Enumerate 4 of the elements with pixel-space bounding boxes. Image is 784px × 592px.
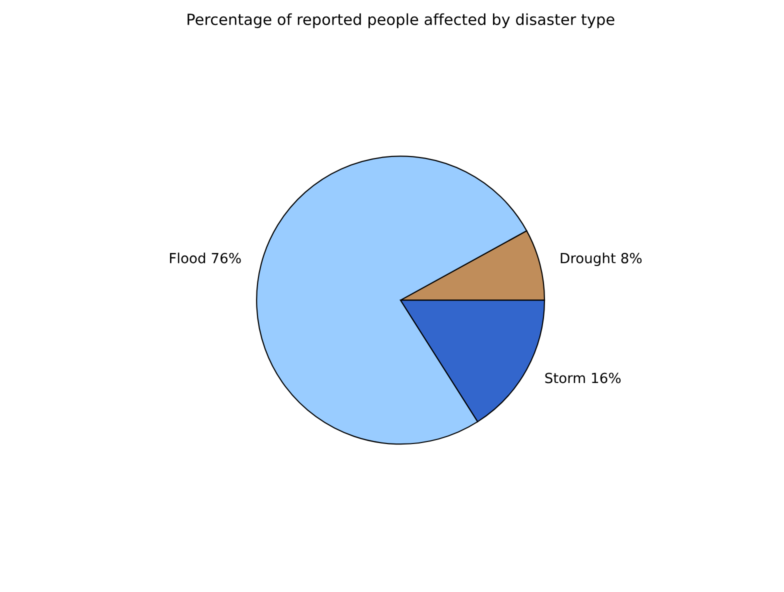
slice-label: Storm 16% <box>545 372 621 384</box>
slice-label: Flood 76% <box>170 252 241 264</box>
chart-title: Percentage of reported people affected by disaster type <box>188 13 614 28</box>
slice-label: Drought 8% <box>560 252 642 266</box>
